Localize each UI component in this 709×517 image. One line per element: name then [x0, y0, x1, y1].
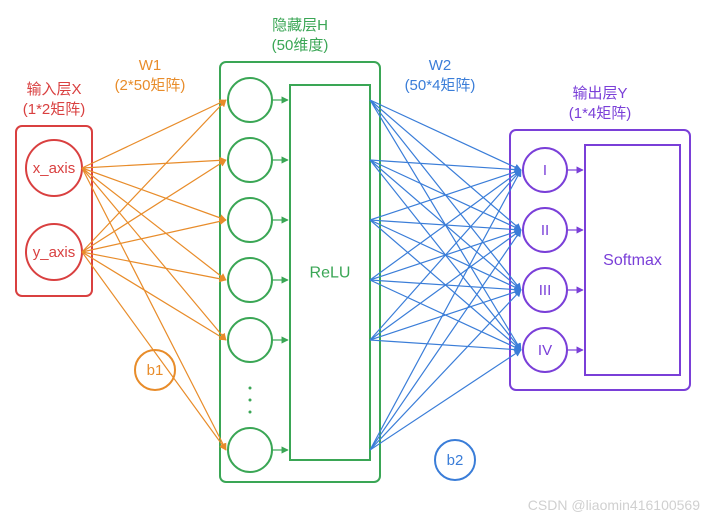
w1-edge	[82, 168, 226, 450]
output-node-label: I	[543, 162, 547, 179]
input-box	[16, 126, 92, 296]
hidden-node	[228, 258, 272, 302]
w1-label-2: (2*50矩阵)	[115, 77, 186, 94]
input-node-label: y_axis	[33, 244, 76, 261]
hidden-dots	[249, 399, 252, 402]
input-node-label: x_axis	[33, 160, 76, 177]
w1-edge	[82, 160, 226, 252]
input-title-2: (1*2矩阵)	[23, 101, 86, 118]
output-title-1: 输出层Y	[572, 85, 627, 102]
b2-label: b2	[447, 452, 464, 469]
hidden-node	[228, 198, 272, 242]
w2-edge	[370, 230, 521, 340]
output-node-label: IV	[538, 342, 552, 359]
watermark: CSDN @liaomin416100569	[528, 497, 700, 513]
input-title-1: 输入层X	[26, 81, 81, 98]
w2-edge	[370, 350, 521, 450]
output-title-2: (1*4矩阵)	[569, 105, 632, 122]
w1-edge	[82, 160, 226, 168]
w1-label-1: W1	[139, 57, 162, 74]
relu-label: ReLU	[310, 265, 351, 282]
hidden-dots	[249, 411, 252, 414]
w1-edge	[82, 220, 226, 252]
hidden-title-1: 隐藏层H	[272, 17, 328, 34]
nn-diagram: 输入层X (1*2矩阵) x_axis y_axis 隐藏层H (50维度) ReLU 输出层…	[0, 0, 709, 517]
hidden-node	[228, 318, 272, 362]
hidden-dots	[249, 387, 252, 390]
w2-label-1: W2	[429, 57, 452, 74]
output-node-label: II	[541, 222, 549, 239]
hidden-node	[228, 78, 272, 122]
w2-edge	[370, 100, 521, 170]
w2-edge	[370, 160, 521, 170]
hidden-title-2: (50维度)	[272, 37, 329, 54]
w2-label-2: (50*4矩阵)	[405, 77, 476, 94]
w1-edge	[82, 168, 226, 280]
w1-edge	[82, 252, 226, 340]
w1-edge	[82, 252, 226, 280]
w1-edge	[82, 100, 226, 168]
hidden-node	[228, 138, 272, 182]
b1-label: b1	[147, 362, 164, 379]
softmax-label: Softmax	[603, 252, 662, 269]
output-node-label: III	[539, 282, 552, 299]
w2-edge	[370, 340, 521, 350]
hidden-box	[220, 62, 380, 482]
hidden-node	[228, 428, 272, 472]
